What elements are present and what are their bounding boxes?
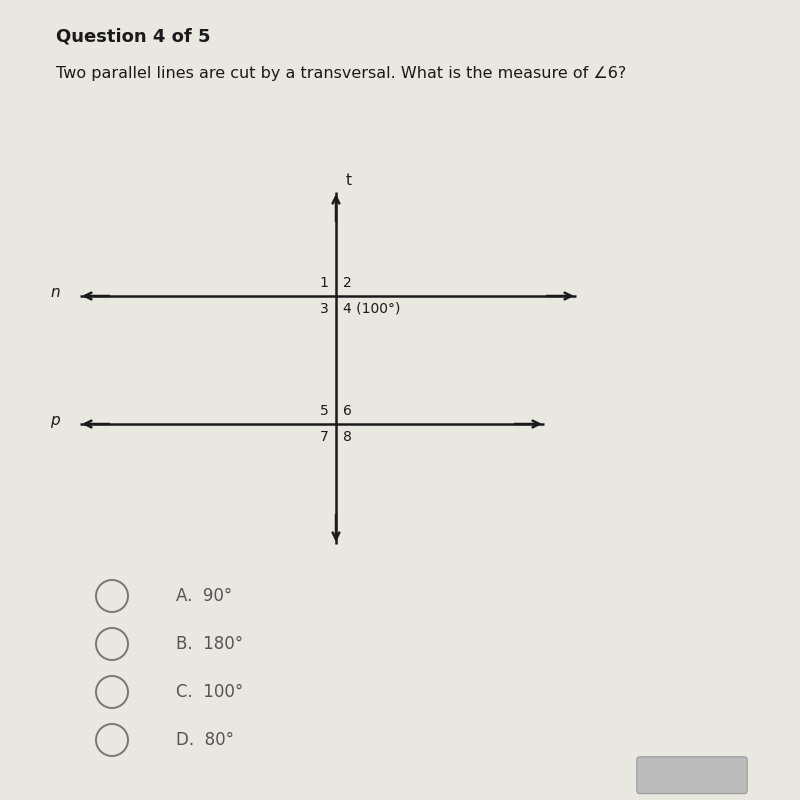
Text: B.  180°: B. 180° (176, 635, 243, 653)
Text: 2: 2 (343, 276, 352, 290)
Text: SUBMIT: SUBMIT (668, 770, 716, 780)
Text: D.  80°: D. 80° (176, 731, 234, 749)
FancyBboxPatch shape (637, 757, 747, 794)
Text: 1: 1 (320, 276, 329, 290)
Text: 5: 5 (320, 405, 329, 418)
Text: 7: 7 (320, 430, 329, 443)
Text: t: t (346, 173, 352, 188)
Text: Question 4 of 5: Question 4 of 5 (56, 28, 210, 46)
Text: 4 (100°): 4 (100°) (343, 302, 401, 315)
Text: 6: 6 (343, 405, 352, 418)
Text: n: n (50, 286, 60, 300)
Text: C.  100°: C. 100° (176, 683, 243, 701)
Text: 8: 8 (343, 430, 352, 443)
Text: Two parallel lines are cut by a transversal. What is the measure of ∠6?: Two parallel lines are cut by a transver… (56, 66, 626, 81)
Text: A.  90°: A. 90° (176, 587, 232, 605)
Text: p: p (50, 414, 60, 428)
Text: 3: 3 (320, 302, 329, 315)
